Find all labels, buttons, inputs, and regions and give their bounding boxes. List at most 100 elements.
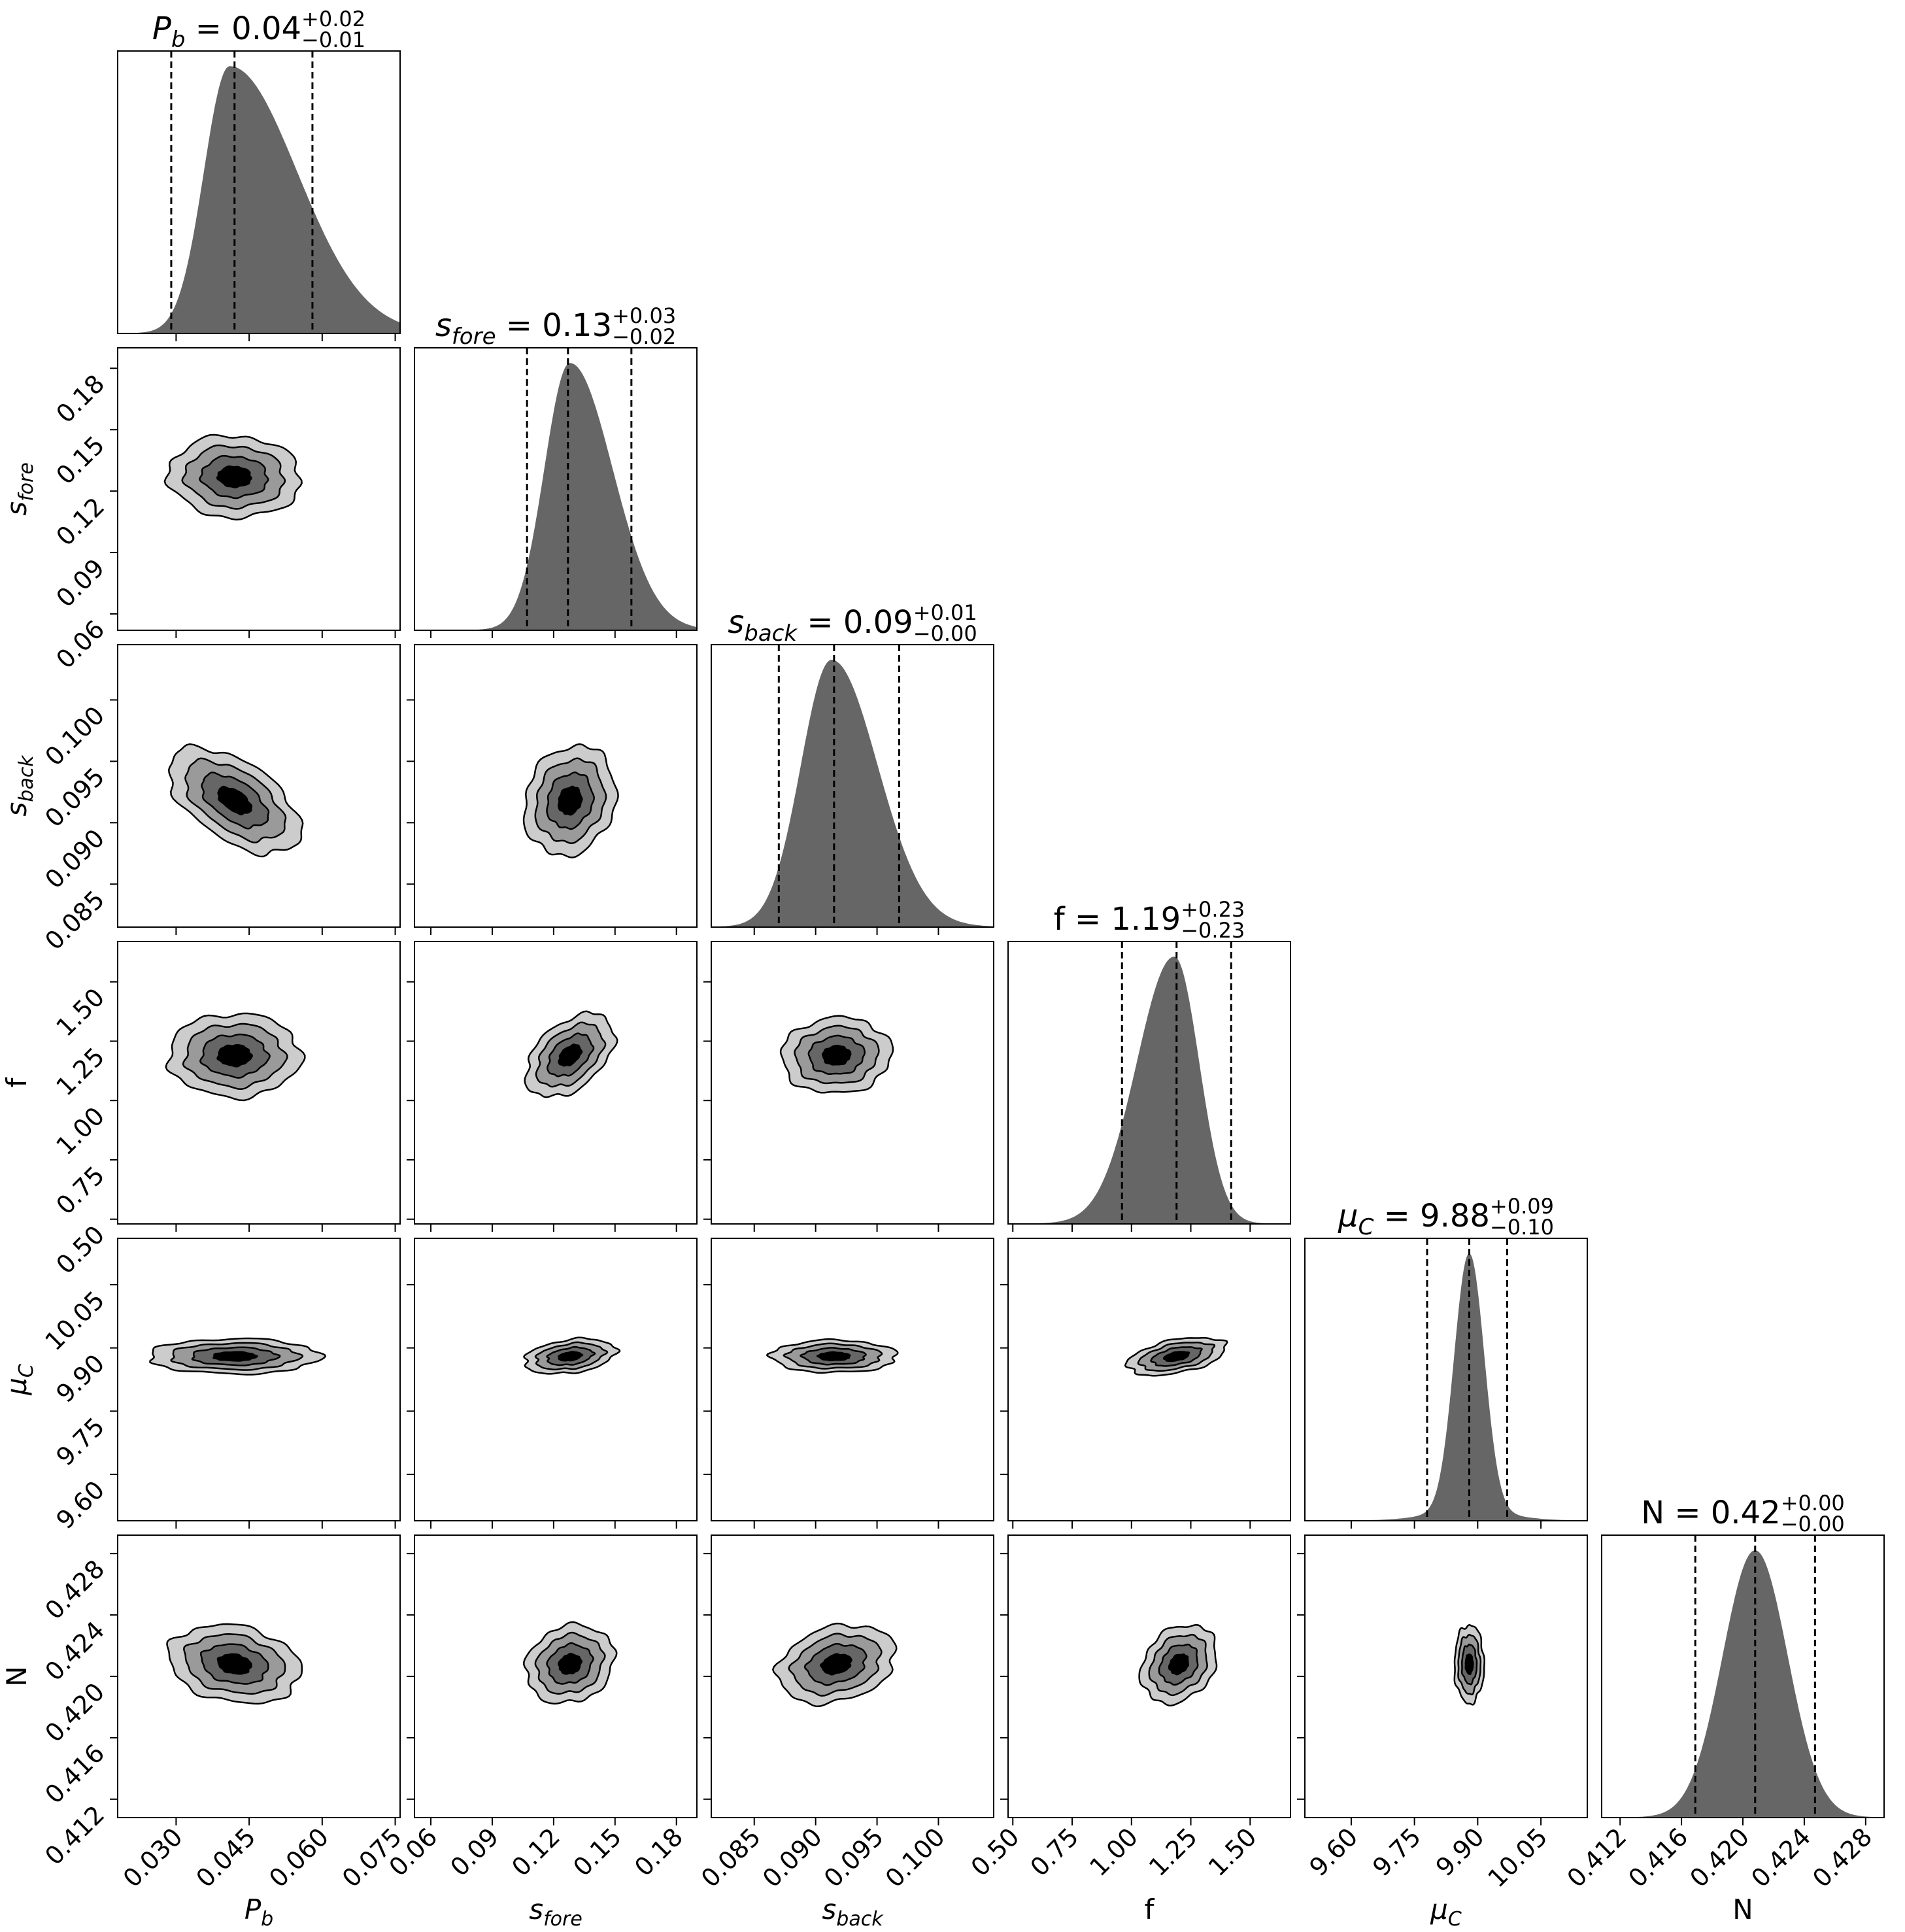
xtick-label-N: 0.416 xyxy=(1623,1822,1693,1893)
ytick-label-sback: 0.095 xyxy=(39,762,110,833)
yaxis-label-sfore: sfore xyxy=(1,462,38,516)
contour-panel-Pb-sback xyxy=(117,644,401,928)
contour-level-3-sfore-sback xyxy=(557,785,583,816)
ytick-label-muC: 10.05 xyxy=(39,1285,110,1356)
ytick-label-sback: 0.085 xyxy=(39,885,110,956)
contour-panel-sback-N xyxy=(711,1534,994,1818)
ytick-label-sfore: 0.12 xyxy=(50,492,110,551)
contour-panel-muC-N xyxy=(1304,1534,1588,1818)
histogram-sback xyxy=(711,660,994,928)
hist-panel-muC: μC = 9.88+0.09 xyxy=(1304,1194,1588,1521)
contour-panel-Pb-f xyxy=(117,941,401,1225)
yaxis-label-N: N xyxy=(1,1666,33,1686)
contour-level-3-Pb-sback xyxy=(217,785,253,816)
contour-panel-sback-muC xyxy=(711,1238,994,1521)
xtick-label-N: 0.412 xyxy=(1561,1822,1632,1893)
panel-frame-muC-N xyxy=(1304,1534,1588,1818)
contour-level-3-f-N xyxy=(1168,1653,1190,1676)
ytick-label-f: 1.50 xyxy=(50,983,110,1042)
panel-frame-sfore-sback xyxy=(414,644,698,928)
contour-panel-f-muC xyxy=(1007,1238,1291,1521)
xaxis-label-sfore: sfore xyxy=(529,1893,582,1931)
contour-level-3-Pb-sfore xyxy=(216,465,252,488)
xtick-label-sback: 0.085 xyxy=(696,1822,766,1893)
xtick-label-sfore: 0.18 xyxy=(629,1822,688,1882)
panel-frame-sback-f xyxy=(711,941,994,1225)
ytick-label-sfore: 0.06 xyxy=(50,615,110,674)
ytick-label-muC: 9.75 xyxy=(50,1412,110,1472)
xaxis-label-Pb: Pb xyxy=(244,1893,273,1931)
contour-level-3-Pb-f xyxy=(216,1043,253,1068)
ytick-label-f: 1.00 xyxy=(50,1101,110,1161)
yaxis-label-f: f xyxy=(1,1077,33,1087)
panel-frame-f-muC xyxy=(1007,1238,1291,1521)
contour-level-3-muC-N xyxy=(1464,1653,1474,1675)
panel-frame-Pb-muC xyxy=(117,1238,401,1521)
title-sfore: sfore = 0.13+0.03 xyxy=(435,303,676,350)
ytick-label-f: 0.50 xyxy=(50,1220,110,1280)
xtick-label-N: 0.424 xyxy=(1745,1822,1816,1893)
xtick-label-sfore: 0.12 xyxy=(506,1822,565,1882)
contour-panel-f-N xyxy=(1007,1534,1291,1818)
title-sback: sback = 0.09+0.01 xyxy=(728,600,977,647)
histogram-Pb xyxy=(118,66,401,334)
yaxis-label-sback: sback xyxy=(1,754,38,817)
yaxis-label-muC: μC xyxy=(1,1364,38,1396)
title-f: f = 1.19+0.23 xyxy=(1054,897,1245,938)
title-muC: μC = 9.88+0.09 xyxy=(1338,1194,1554,1240)
contour-panel-sfore-sback xyxy=(414,644,698,928)
xtick-label-muC: 10.05 xyxy=(1482,1822,1553,1893)
xtick-label-sfore: 0.15 xyxy=(567,1822,627,1882)
contour-level-3-sback-f xyxy=(821,1044,852,1066)
panel-frame-sfore-muC xyxy=(414,1238,698,1521)
title-minus-f: −0.23 xyxy=(1181,918,1245,943)
panel-frame-Pb-sback xyxy=(117,644,401,928)
title-minus-sback: −0.00 xyxy=(913,621,977,646)
title-minus-muC: −0.10 xyxy=(1490,1215,1554,1240)
ytick-label-N: 0.412 xyxy=(39,1800,110,1871)
hist-frame-Pb xyxy=(117,50,401,334)
contour-level-3-Pb-muC xyxy=(212,1351,258,1362)
xtick-label-muC: 9.90 xyxy=(1430,1822,1490,1882)
ytick-label-sfore: 0.15 xyxy=(50,430,110,490)
ytick-label-muC: 9.60 xyxy=(50,1475,110,1534)
contour-level-3-sfore-muC xyxy=(557,1351,584,1362)
ytick-label-N: 0.420 xyxy=(39,1677,110,1748)
contour-level-3-f-muC xyxy=(1162,1351,1190,1363)
contour-level-3-sback-muC xyxy=(816,1351,851,1362)
panel-frame-sfore-f xyxy=(414,941,698,1225)
xaxis-label-sback: sback xyxy=(822,1893,884,1931)
contour-level-3-sback-N xyxy=(819,1653,852,1676)
contour-panel-sfore-muC xyxy=(414,1238,698,1521)
title-N: N = 0.42+0.00 xyxy=(1641,1491,1845,1531)
histogram-f xyxy=(1008,957,1290,1225)
title-minus-N: −0.00 xyxy=(1781,1512,1845,1536)
title-minus-sfore: −0.02 xyxy=(612,324,676,349)
xtick-label-sback: 0.100 xyxy=(880,1822,951,1893)
xtick-label-f: 0.75 xyxy=(1024,1822,1084,1882)
hist-frame-muC xyxy=(1304,1238,1588,1521)
histogram-N xyxy=(1602,1550,1885,1818)
xaxis-label-f: f xyxy=(1145,1893,1155,1925)
xtick-label-f: 1.50 xyxy=(1203,1822,1262,1882)
xtick-label-f: 0.50 xyxy=(966,1822,1025,1882)
hist-panel-N: N = 0.42+0.00 xyxy=(1601,1491,1885,1818)
contour-level-3-sfore-N xyxy=(558,1652,583,1675)
xtick-label-sback: 0.090 xyxy=(757,1822,828,1893)
contour-panel-Pb-N xyxy=(117,1534,401,1818)
contour-panel-Pb-muC xyxy=(117,1238,401,1521)
panel-frame-sback-muC xyxy=(711,1238,994,1521)
xtick-label-muC: 9.60 xyxy=(1304,1822,1363,1882)
histogram-sfore xyxy=(414,363,698,631)
title-Pb: Pb = 0.04+0.02 xyxy=(152,7,365,53)
xtick-label-sfore: 0.09 xyxy=(445,1822,504,1882)
hist-panel-Pb: Pb = 0.04+0.02 xyxy=(117,7,401,334)
xtick-label-sback: 0.095 xyxy=(818,1822,889,1893)
hist-panel-sback: sback = 0.09+0.01 xyxy=(711,600,994,928)
ytick-label-sfore: 0.09 xyxy=(50,553,110,613)
xtick-label-Pb: 0.030 xyxy=(118,1822,188,1893)
hist-panel-sfore: sfore = 0.13+0.03 xyxy=(414,303,698,631)
xtick-label-N: 0.428 xyxy=(1807,1822,1878,1893)
contour-level-3-sfore-f xyxy=(558,1043,583,1067)
hist-frame-f xyxy=(1007,941,1291,1225)
